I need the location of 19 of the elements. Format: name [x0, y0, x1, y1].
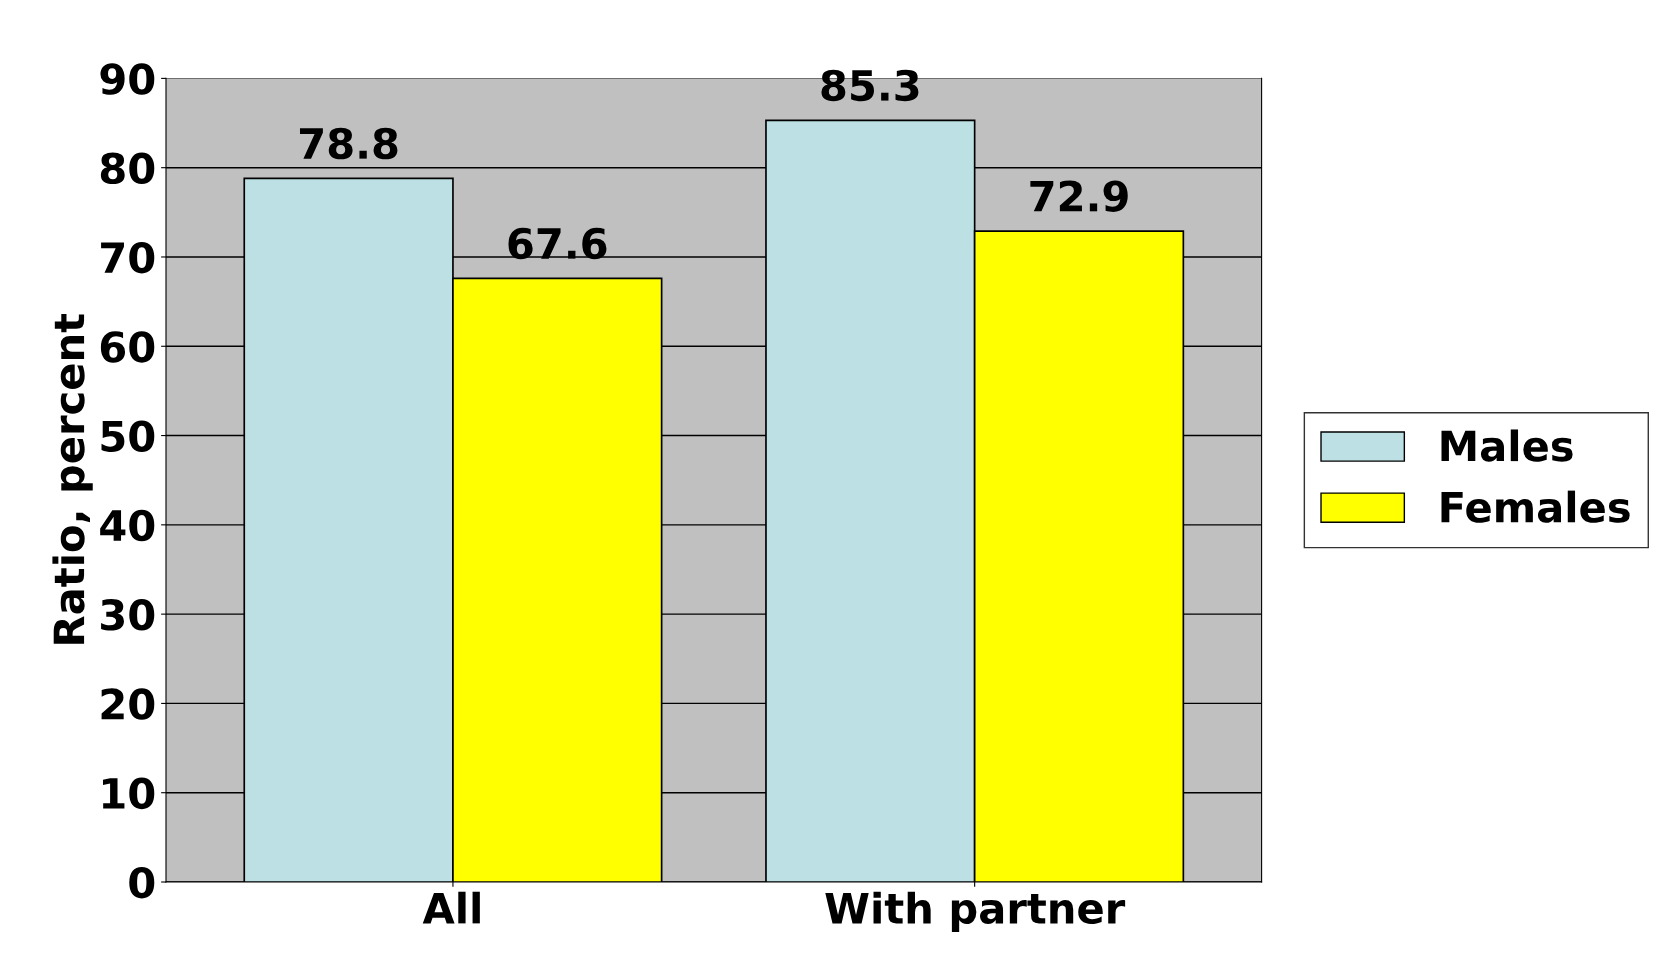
- y-tick-label: 80: [100, 152, 155, 185]
- legend-label: Females: [1441, 490, 1630, 523]
- x-tick-label: All: [422, 891, 480, 924]
- y-axis-title: Ratio, percent: [52, 313, 93, 644]
- y-tick-label: 50: [101, 420, 155, 452]
- y-tick-label: 20: [101, 688, 155, 720]
- y-tick-label: 60: [100, 331, 155, 363]
- y-tick-label: 90: [100, 63, 155, 95]
- y-tick-label: 10: [103, 777, 155, 810]
- y-tick-label: 70: [101, 241, 155, 274]
- y-tick-label: 40: [100, 509, 155, 542]
- x-tick-label: With partner: [825, 891, 1126, 933]
- y-tick-label: 0: [129, 866, 155, 899]
- legend-label: Males: [1441, 429, 1573, 462]
- data-label: 72.9: [1030, 180, 1128, 212]
- y-tick-label: 30: [101, 599, 155, 631]
- data-label: 78.8: [299, 127, 398, 160]
- data-label: 67.6: [508, 227, 607, 260]
- data-label: 85.3: [821, 69, 919, 102]
